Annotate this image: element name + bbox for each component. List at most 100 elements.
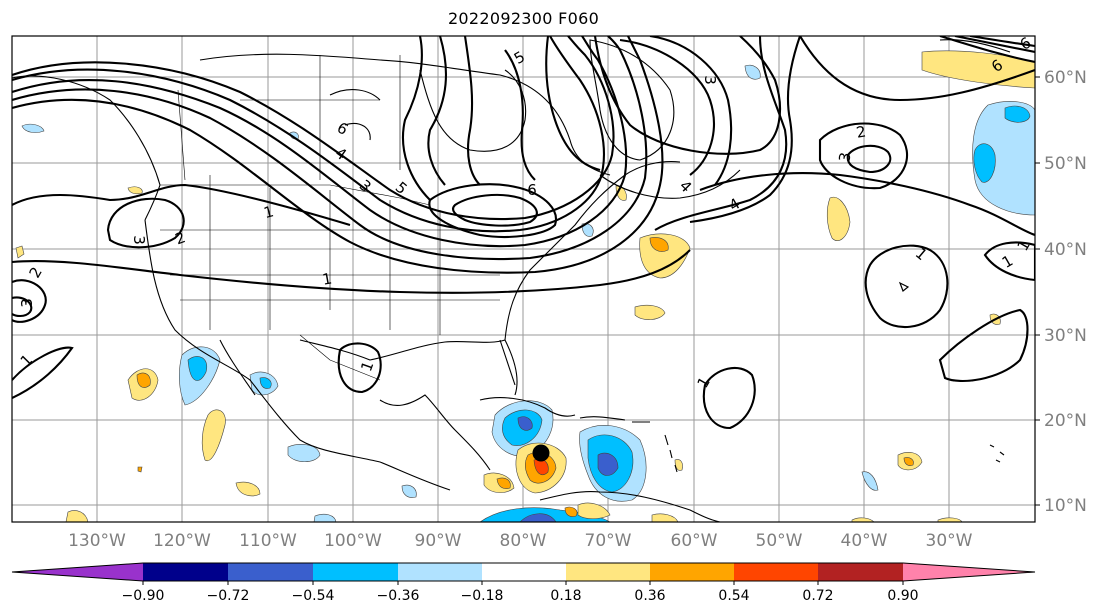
- lon-label: 120°W: [153, 531, 211, 551]
- colorbar-segment: [313, 563, 398, 581]
- coastline-arctic-islands: [329, 89, 381, 141]
- contour-lines: [12, 36, 1035, 430]
- negative-area: [259, 377, 272, 389]
- colorbar-segment: [734, 563, 818, 581]
- colorbar-tick-label: −0.90: [122, 588, 165, 604]
- colorbar-segment: [903, 563, 1035, 581]
- lon-labels: 130°W 120°W 110°W 100°W 90°W 80°W 70°W 6…: [68, 531, 973, 551]
- positive-area: [496, 477, 511, 489]
- contour-line: [106, 197, 185, 249]
- negative-area: [972, 101, 1035, 216]
- coastlines: [12, 39, 1011, 522]
- contour-label: 3: [835, 151, 854, 164]
- contour-line: [689, 36, 801, 224]
- graticule: [12, 36, 1035, 522]
- colorbar-segment: [143, 563, 228, 581]
- contour-line: [463, 36, 481, 186]
- coastline-greenland: [589, 39, 675, 161]
- contour-label: 3: [18, 298, 36, 308]
- lon-label: 130°W: [68, 531, 126, 551]
- positive-area: [826, 196, 851, 241]
- positive-area: [136, 372, 151, 388]
- colorbar-segment: [818, 563, 903, 581]
- lat-label: 60°N: [1044, 68, 1087, 88]
- coastline-alaska: [12, 75, 161, 221]
- small-contour: [898, 281, 910, 292]
- coastline-canada-north: [199, 53, 611, 176]
- positive-area: [634, 304, 666, 320]
- positive-area: [649, 237, 669, 252]
- contour-line: [427, 36, 448, 186]
- lat-ticks: [1035, 76, 1040, 506]
- contour-line: [12, 183, 351, 227]
- lon-label: 90°W: [415, 531, 462, 551]
- contour-label: 6: [527, 181, 537, 199]
- contour-label: 1: [262, 202, 276, 222]
- colorbar: [11, 562, 1036, 585]
- lat-label: 40°N: [1044, 240, 1087, 260]
- coastline-baja: [219, 339, 256, 396]
- coastline-florida: [499, 339, 516, 386]
- negative-area: [401, 484, 417, 498]
- lat-label: 50°N: [1044, 154, 1087, 174]
- contour-line: [649, 36, 733, 186]
- contour-line: [702, 366, 756, 430]
- colorbar-segment: [482, 563, 566, 581]
- colorbar-segment: [650, 563, 734, 581]
- lon-label: 40°W: [841, 531, 888, 551]
- coastline-southamerica: [539, 491, 721, 522]
- negative-area: [861, 471, 879, 491]
- positive-area: [235, 481, 261, 497]
- lat-label: 10°N: [1044, 496, 1087, 516]
- coastline-iceland: [939, 39, 1011, 53]
- contour-label: 2: [855, 122, 868, 141]
- positive-area: [15, 245, 25, 259]
- contour-line: [504, 49, 536, 181]
- colorbar-tick-label: −0.72: [207, 588, 250, 604]
- colorbar-tick-label: −0.54: [292, 588, 335, 604]
- contour-line: [401, 36, 431, 201]
- contour-line: [12, 346, 74, 399]
- negative-area: [597, 452, 619, 476]
- negative-area: [287, 444, 321, 463]
- positive-area: [564, 506, 578, 517]
- coastline-west: [144, 219, 451, 491]
- colorbar-tick-label: 0.72: [802, 588, 833, 604]
- contour-line: [799, 36, 1035, 102]
- contour-line: [452, 193, 538, 227]
- colorbar-segment: [566, 563, 650, 581]
- colorbar-tick-label: −0.18: [461, 588, 504, 604]
- coastline-hispaniola: [579, 416, 626, 421]
- contour-label: 3: [701, 75, 719, 85]
- colorbar-tick-label: 0.54: [718, 588, 749, 604]
- coastline-yucatan: [379, 394, 491, 471]
- lat-labels: 60°N 50°N 40°N 30°N 20°N 10°N: [1044, 68, 1087, 516]
- negative-area: [517, 416, 533, 431]
- positive-area: [937, 517, 963, 522]
- lon-label: 100°W: [324, 531, 382, 551]
- coastline-hudson: [419, 69, 527, 152]
- map-title: 2022092300 F060: [447, 9, 600, 28]
- positive-area: [903, 457, 914, 466]
- contour-line: [846, 144, 892, 174]
- negative-area: [187, 356, 208, 381]
- positive-area: [137, 466, 143, 473]
- coastline-cuba: [479, 397, 576, 417]
- contour-label: 1: [321, 269, 334, 288]
- contour-line: [938, 308, 1029, 383]
- contour-line: [12, 36, 615, 221]
- contour-label: 3: [130, 235, 148, 245]
- contour-labels: 6 5 4 3 2 1 1 3 4 5 6 3 2 3 4 1 1 1 2 3 …: [17, 36, 1034, 391]
- storm-center-marker: [532, 444, 550, 462]
- contour-line: [818, 122, 909, 190]
- contour-line: [939, 36, 1035, 64]
- lon-label: 80°W: [500, 531, 547, 551]
- lat-label: 20°N: [1044, 411, 1087, 431]
- contour-line: [619, 38, 715, 176]
- contour-line: [337, 342, 382, 394]
- positive-area: [65, 510, 89, 522]
- map-frame: [11, 35, 1036, 523]
- contour-line: [428, 183, 557, 238]
- coastline-lesser-antilles: [664, 434, 678, 473]
